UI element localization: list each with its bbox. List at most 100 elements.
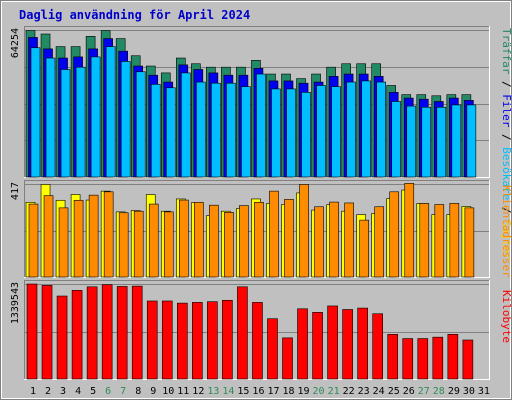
panel-2: [24, 180, 490, 278]
x-tick-label: 1: [30, 386, 36, 397]
bar-bes-kare-day-24: [376, 81, 386, 178]
bar-kilobyte-day-1: [26, 283, 38, 380]
bar-bes-kare-day-5: [90, 56, 101, 178]
x-tick-label: 5: [90, 386, 96, 397]
bar-kilobyte-day-28: [432, 336, 444, 380]
bar-bes-kare-day-28: [436, 106, 447, 178]
bar-kilobyte-day-2: [41, 285, 53, 380]
x-tick-label: 30: [463, 386, 475, 397]
bar-kilobyte-day-9: [146, 300, 158, 380]
bar-bes-kare-day-14: [226, 82, 236, 178]
x-tick-label: 18: [282, 386, 294, 397]
bar-kilobyte-day-13: [207, 301, 218, 380]
bar-bes-kare-day-2: [45, 57, 56, 178]
bar-bes-kare-day-19: [301, 92, 311, 178]
bar-klientadresser-day-7: [118, 212, 129, 278]
bar-klientadresser-day-2: [43, 195, 54, 278]
bar-kilobyte-day-6: [101, 284, 113, 380]
bar-klientadresser-day-20: [314, 206, 324, 278]
x-tick-label: 12: [192, 386, 204, 397]
bar-klientadresser-day-16: [254, 201, 264, 278]
bar-bes-kare-day-26: [406, 105, 417, 178]
bar-klientadresser-day-18: [284, 199, 294, 278]
bar-klientadresser-day-26: [404, 183, 415, 278]
bar-bes-kare-day-22: [346, 81, 356, 178]
x-tick-label: 4: [75, 386, 81, 397]
bar-klientadresser-day-1: [28, 203, 39, 278]
bar-kilobyte-day-16: [252, 302, 263, 380]
bar-bes-kare-day-17: [271, 88, 281, 178]
legend-bes-kare: Besökare: [500, 141, 512, 201]
bar-bes-kare-day-25: [391, 101, 402, 178]
bar-klientadresser-day-21: [329, 201, 339, 278]
bar-kilobyte-day-22: [342, 309, 353, 380]
bar-kilobyte-day-19: [297, 308, 308, 380]
x-tick-label: 27: [418, 386, 430, 397]
legend-separator: /: [500, 127, 512, 140]
y-axis-max-label: 64254: [10, 28, 21, 58]
x-tick-label: 17: [267, 386, 279, 397]
bar-bes-kare-day-8: [135, 71, 146, 178]
bar-bes-kare-day-27: [421, 106, 432, 178]
right-label-middle: Klientadresser: [500, 185, 512, 278]
bar-kilobyte-day-14: [222, 299, 233, 380]
bar-klientadresser-day-8: [133, 210, 144, 278]
bar-klientadresser-day-25: [389, 191, 400, 278]
bar-bes-kare-day-15: [241, 86, 251, 178]
bar-bes-kare-day-13: [211, 82, 221, 178]
x-tick-label: 16: [252, 386, 264, 397]
bar-kilobyte-day-5: [86, 286, 98, 380]
y-axis-max-label: 1339543: [10, 282, 21, 324]
chart-title: Daglig användning för April 2024: [19, 8, 250, 22]
bar-klientadresser-day-5: [88, 194, 99, 278]
x-tick-label: 3: [60, 386, 66, 397]
bar-klientadresser-day-4: [73, 199, 84, 278]
bar-klientadresser-day-15: [239, 205, 249, 278]
x-tick-label: 22: [343, 386, 355, 397]
bar-kilobyte-day-18: [282, 337, 293, 380]
right-label-top: Träffar / Filer / Besökare / Sajter: [500, 28, 512, 260]
x-tick-label: 25: [388, 386, 400, 397]
bar-kilobyte-day-15: [237, 286, 248, 380]
legend-tr-ffar: Träffar: [500, 28, 512, 75]
x-tick-label: 20: [313, 386, 325, 397]
bar-kilobyte-day-26: [402, 338, 414, 380]
right-legend-labels: Träffar / Filer / Besökare / SajterKlien…: [500, 28, 512, 343]
bar-bes-kare-day-29: [451, 104, 462, 178]
bar-klientadresser-day-10: [163, 211, 174, 278]
x-tick-label: 8: [135, 386, 141, 397]
bar-klientadresser-day-14: [224, 212, 234, 278]
x-tick-label: 6: [105, 386, 111, 397]
bar-bes-kare-day-16: [256, 73, 266, 178]
x-tick-label: 14: [222, 386, 234, 397]
x-tick-label: 29: [448, 386, 460, 397]
bar-bes-kare-day-6: [105, 46, 116, 178]
bar-kilobyte-day-12: [192, 302, 203, 380]
bar-bes-kare-day-20: [316, 85, 326, 178]
bar-kilobyte-day-8: [131, 285, 143, 380]
x-tick-label: 28: [433, 386, 445, 397]
x-tick-label: 31: [478, 386, 490, 397]
bar-kilobyte-day-20: [312, 312, 323, 380]
bar-bes-kare-day-30: [466, 104, 477, 178]
x-tick-label: 2: [45, 386, 51, 397]
bar-klientadresser-day-6: [103, 191, 114, 278]
bar-klientadresser-day-28: [434, 204, 445, 278]
bar-kilobyte-day-24: [372, 313, 383, 380]
bar-bes-kare-day-3: [60, 69, 71, 178]
bar-kilobyte-day-30: [462, 339, 474, 380]
bar-bes-kare-day-12: [196, 81, 206, 178]
bar-kilobyte-day-17: [267, 318, 278, 380]
bar-kilobyte-day-10: [161, 300, 173, 380]
bar-kilobyte-day-23: [357, 307, 368, 380]
bar-klientadresser-day-29: [449, 203, 460, 278]
bar-kilobyte-day-4: [71, 290, 83, 380]
bar-bes-kare-day-1: [30, 47, 41, 178]
bar-kilobyte-day-27: [417, 338, 429, 380]
bar-kilobyte-day-11: [177, 302, 188, 380]
bar-klientadresser-day-11: [179, 199, 189, 278]
bar-klientadresser-day-22: [344, 202, 354, 278]
bar-klientadresser-day-13: [209, 204, 219, 278]
legend-separator: /: [500, 200, 512, 213]
